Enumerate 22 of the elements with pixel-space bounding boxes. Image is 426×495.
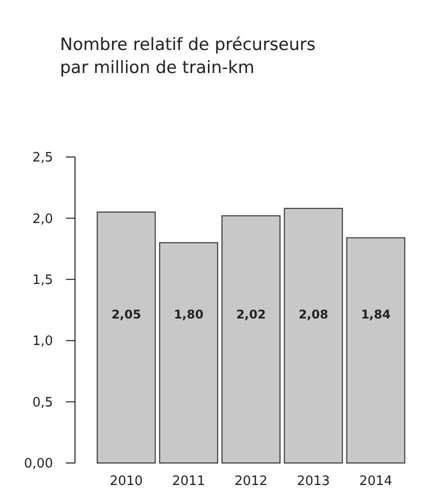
x-tick-label: 2011 bbox=[172, 474, 206, 489]
data-label: 1,80 bbox=[174, 308, 204, 322]
y-tick-label: 1,0 bbox=[32, 334, 53, 350]
data-label: 2,05 bbox=[111, 308, 142, 322]
bar bbox=[284, 208, 343, 464]
data-label: 2,02 bbox=[236, 308, 266, 322]
y-tick-label: 2,5 bbox=[32, 150, 53, 166]
data-label: 2,08 bbox=[298, 308, 328, 322]
y-tick-label: 1,5 bbox=[32, 272, 53, 288]
x-tick-label: 2010 bbox=[110, 474, 143, 489]
bar bbox=[346, 237, 406, 464]
y-tick-label: 0,00 bbox=[24, 456, 53, 472]
bar bbox=[96, 212, 156, 464]
x-tick-label: 2013 bbox=[296, 474, 330, 489]
x-tick-label: 2012 bbox=[234, 474, 268, 489]
y-tick-label: 0,5 bbox=[32, 395, 53, 410]
data-label: 1,84 bbox=[360, 308, 391, 322]
y-tick-label: 2,0 bbox=[32, 212, 53, 227]
bar bbox=[159, 242, 218, 464]
x-tick-label: 2014 bbox=[359, 474, 392, 489]
bar bbox=[221, 215, 281, 464]
chart-title: Nombre relatif de précurseurs par million de train-km bbox=[60, 35, 316, 78]
